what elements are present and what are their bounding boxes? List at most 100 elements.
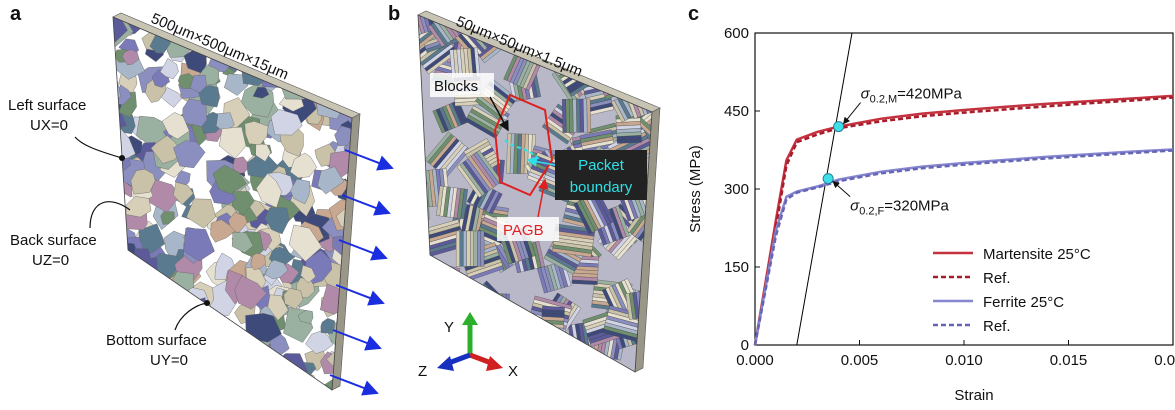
grain	[150, 135, 183, 164]
grain	[209, 17, 232, 29]
grain	[219, 126, 247, 159]
lath	[648, 24, 652, 55]
lath	[594, 33, 634, 48]
grain	[285, 36, 305, 59]
block	[493, 0, 537, 20]
lath	[611, 35, 642, 47]
lath	[423, 303, 430, 339]
lath	[622, 38, 643, 73]
grain	[161, 112, 190, 140]
lath	[493, 0, 531, 3]
load-arrow	[335, 284, 385, 306]
block	[432, 100, 469, 134]
lath	[501, 0, 533, 15]
arrowhead	[486, 356, 503, 371]
lath	[633, 42, 639, 66]
lath	[599, 54, 639, 68]
lath	[418, 302, 429, 307]
lath	[418, 229, 422, 264]
block	[418, 183, 430, 221]
lath	[541, 357, 557, 372]
grain	[113, 366, 116, 390]
lath	[604, 15, 631, 33]
block	[435, 294, 473, 331]
block	[539, 359, 577, 372]
grain	[197, 353, 214, 371]
lath	[501, 321, 522, 340]
grain	[194, 348, 215, 368]
lath	[510, 332, 531, 351]
offset-line	[796, 32, 853, 346]
grain	[113, 81, 121, 105]
lath	[645, 26, 652, 56]
lath	[509, 15, 522, 18]
grain	[219, 356, 252, 383]
lath	[557, 364, 574, 372]
grain	[319, 283, 352, 315]
lath	[418, 15, 420, 16]
grain	[177, 369, 216, 390]
lath	[473, 230, 478, 267]
grain	[119, 365, 149, 390]
lath	[547, 360, 564, 372]
grain	[329, 17, 347, 23]
lath	[579, 129, 613, 140]
lath	[496, 0, 534, 9]
grain	[254, 384, 286, 390]
grain	[113, 265, 128, 292]
lath	[490, 336, 504, 359]
grain	[252, 17, 269, 24]
grain	[347, 356, 352, 379]
block	[418, 326, 440, 366]
lath	[625, 40, 646, 75]
grain	[339, 388, 352, 390]
grain	[341, 34, 352, 51]
grain	[325, 22, 352, 54]
grain	[283, 288, 304, 310]
lath	[553, 363, 567, 372]
lath	[610, 38, 641, 50]
lath	[398, 227, 408, 261]
lath	[595, 28, 621, 58]
annotation-symbol: σ	[850, 198, 860, 215]
axis-label: Z	[418, 363, 427, 380]
lath	[466, 230, 471, 267]
lath	[427, 24, 446, 48]
lath	[493, 0, 505, 10]
grain	[248, 343, 268, 361]
grain	[159, 58, 179, 80]
lath	[598, 50, 639, 65]
lath	[618, 15, 645, 17]
lath	[426, 284, 432, 309]
lath	[584, 40, 595, 65]
lath	[418, 267, 424, 304]
lath	[584, 37, 610, 67]
block	[503, 54, 541, 91]
y-tick-label: 150	[724, 259, 749, 276]
grain	[317, 166, 345, 195]
lath	[543, 254, 575, 275]
grain	[145, 284, 171, 311]
y-tick-label: 600	[724, 25, 749, 42]
grain	[179, 297, 208, 327]
lath	[484, 292, 489, 320]
grain	[130, 168, 156, 195]
lath	[515, 343, 547, 362]
grain	[268, 384, 290, 390]
block	[480, 292, 510, 320]
grain	[113, 277, 121, 298]
lath	[539, 358, 562, 372]
lath	[544, 363, 568, 372]
grain	[124, 298, 148, 322]
leader	[89, 201, 131, 229]
lath	[502, 15, 536, 19]
lath	[418, 351, 451, 360]
grain	[96, 160, 108, 177]
grain	[122, 259, 134, 275]
lath	[537, 267, 548, 294]
grain	[113, 355, 139, 386]
lath	[413, 285, 417, 309]
grain	[298, 25, 318, 43]
lath	[541, 123, 570, 145]
annotation-arrow	[842, 102, 861, 125]
